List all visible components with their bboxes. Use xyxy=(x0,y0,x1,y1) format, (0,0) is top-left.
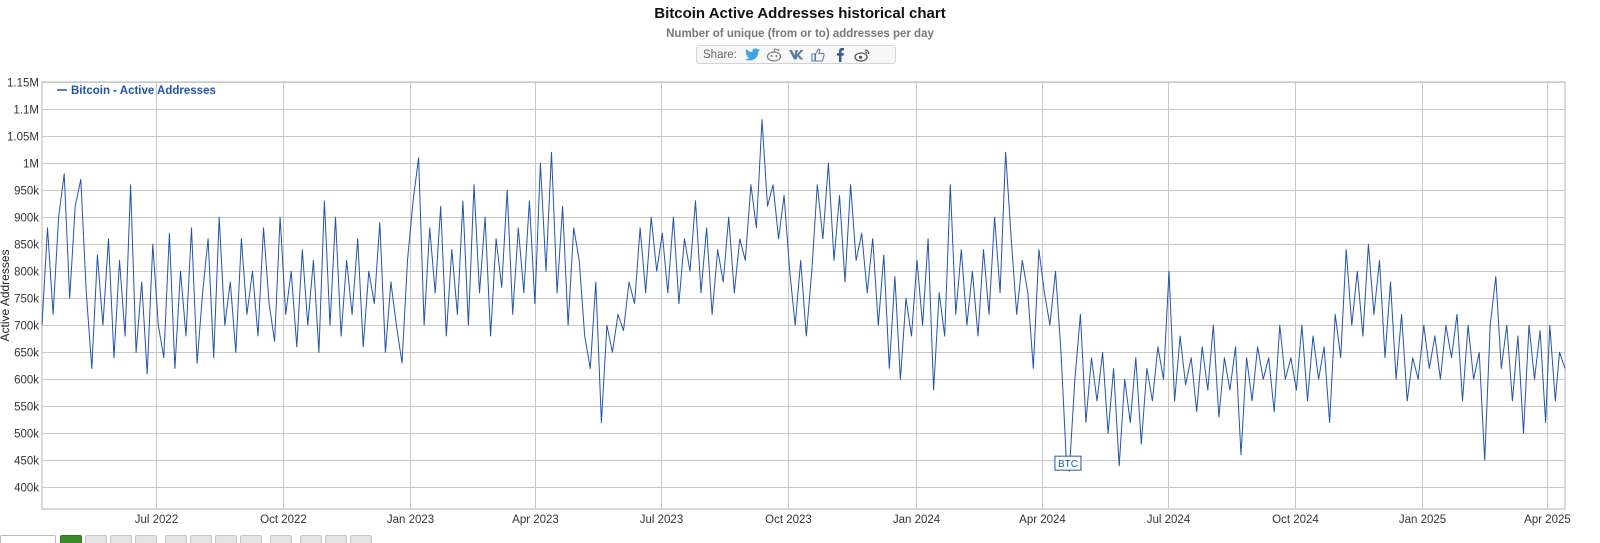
share-bar: Share: xyxy=(696,45,896,64)
x-tick-label: Jul 2024 xyxy=(1147,514,1191,526)
y-axis-label: Active Addresses xyxy=(0,249,12,341)
x-tick-label: Oct 2023 xyxy=(765,514,812,526)
range-button[interactable] xyxy=(190,535,212,543)
like-icon[interactable] xyxy=(809,47,828,62)
range-button[interactable] xyxy=(215,535,237,543)
y-tick-label: 800k xyxy=(14,267,39,279)
y-tick-label: 1.15M xyxy=(7,78,39,90)
y-tick-label: 550k xyxy=(14,402,39,414)
x-tick-label: Jul 2022 xyxy=(135,514,178,526)
range-button[interactable] xyxy=(270,535,292,543)
y-tick-label: 1M xyxy=(23,159,39,171)
y-tick-label: 750k xyxy=(14,294,39,306)
x-tick-label: Jul 2023 xyxy=(640,514,683,526)
y-tick-label: 950k xyxy=(14,186,39,198)
range-button[interactable] xyxy=(110,535,132,543)
range-button[interactable] xyxy=(165,535,187,543)
range-button[interactable] xyxy=(60,535,82,543)
vk-icon[interactable] xyxy=(787,47,806,62)
range-button[interactable] xyxy=(240,535,262,543)
y-tick-label: 700k xyxy=(14,321,39,333)
x-tick-label: Jan 2024 xyxy=(893,514,941,526)
x-tick-label: Apr 2025 xyxy=(1524,514,1571,526)
reddit-icon[interactable] xyxy=(765,47,784,62)
y-tick-label: 500k xyxy=(14,429,39,441)
legend-label: Bitcoin - Active Addresses xyxy=(71,85,216,97)
page-title: Bitcoin Active Addresses historical char… xyxy=(654,5,946,22)
y-tick-label: 450k xyxy=(14,456,39,468)
y-tick-label: 850k xyxy=(14,240,39,252)
x-tick-label: Jan 2025 xyxy=(1399,514,1446,526)
annotation-flag xyxy=(1054,455,1082,471)
y-tick-label: 400k xyxy=(14,483,39,495)
series-line xyxy=(41,119,1566,472)
y-tick-label: 600k xyxy=(14,375,39,387)
range-button[interactable] xyxy=(135,535,157,543)
y-tick-label: 650k xyxy=(14,348,39,360)
x-tick-label: Jan 2023 xyxy=(387,514,434,526)
range-button[interactable] xyxy=(85,535,107,543)
facebook-icon[interactable] xyxy=(831,47,850,62)
x-tick-label: Oct 2024 xyxy=(1272,514,1319,526)
range-button[interactable] xyxy=(0,535,56,543)
x-tick-label: Apr 2024 xyxy=(1019,514,1066,526)
x-tick-label: Apr 2023 xyxy=(512,514,559,526)
range-selector xyxy=(0,535,400,543)
x-tick-label: Oct 2022 xyxy=(260,514,307,526)
share-label: Share: xyxy=(703,48,737,61)
y-tick-label: 900k xyxy=(14,213,39,225)
page-subtitle: Number of unique (from or to) addresses … xyxy=(666,28,934,40)
weibo-icon[interactable] xyxy=(853,47,872,62)
y-tick-label: 1.1M xyxy=(13,105,39,117)
chart-header: Bitcoin Active Addresses historical char… xyxy=(0,0,1600,42)
range-button[interactable] xyxy=(350,535,372,543)
y-tick-label: 1.05M xyxy=(7,132,39,144)
range-button[interactable] xyxy=(300,535,322,543)
range-button[interactable] xyxy=(325,535,347,543)
annotation-label: BTC xyxy=(1058,459,1078,470)
twitter-icon[interactable] xyxy=(743,47,762,62)
